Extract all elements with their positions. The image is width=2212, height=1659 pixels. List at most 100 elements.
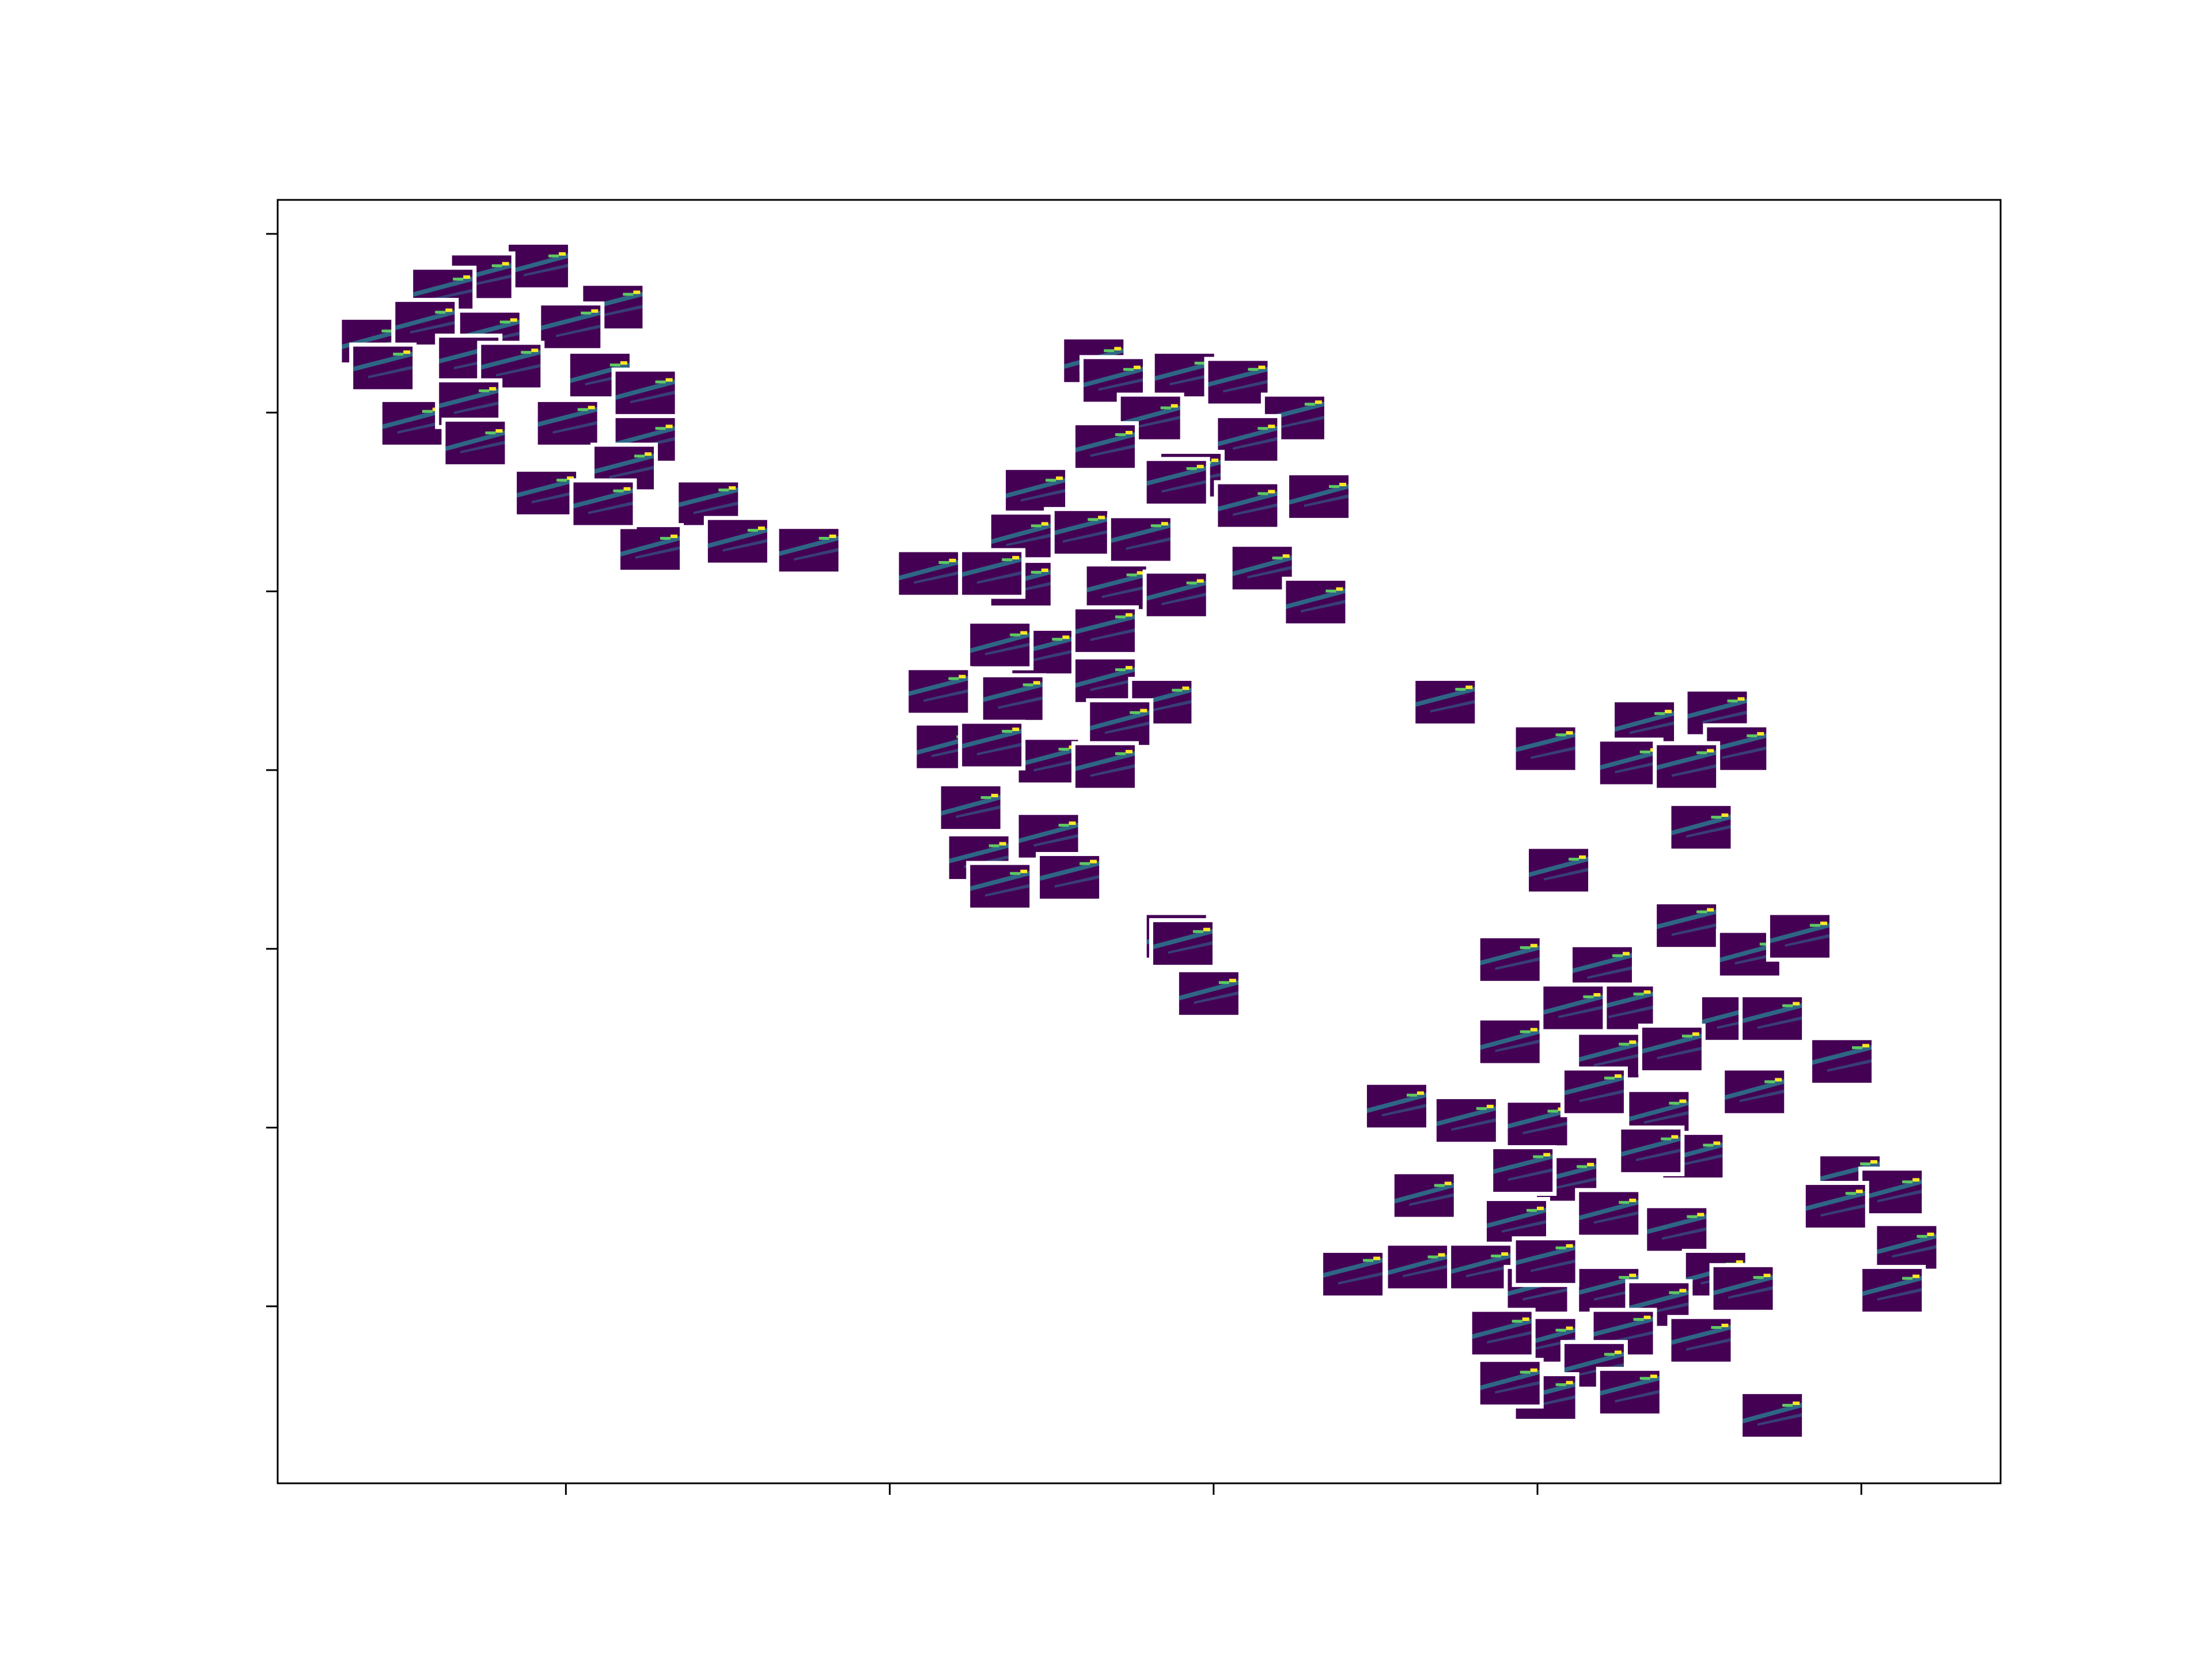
thumbnail-highlight — [1058, 748, 1069, 751]
thumbnail-stripe — [481, 350, 541, 370]
thumbnail-stripe — [1687, 698, 1747, 719]
thumbnail-highlight — [1579, 855, 1586, 859]
thumbnail-stripe — [1090, 628, 1135, 641]
thumbnail-stripe — [1593, 991, 1653, 1012]
thumbnail-highlight — [1150, 524, 1161, 528]
thumbnail-stripe — [1301, 600, 1346, 613]
thumbnail-highlight — [1069, 821, 1076, 825]
thumbnail-highlight — [567, 476, 574, 480]
thumbnail-stripe — [1018, 747, 1078, 767]
thumbnail — [1432, 1095, 1500, 1146]
thumbnail-stripe — [1111, 523, 1171, 543]
thumbnail-highlight — [1793, 1402, 1800, 1406]
thumbnail-stripe — [1090, 444, 1135, 457]
thumbnail — [703, 516, 771, 567]
thumbnail-highlight — [1927, 1232, 1934, 1236]
thumbnail-highlight — [1593, 993, 1601, 997]
thumbnail-stripe — [1579, 1199, 1639, 1221]
thumbnail-stripe — [1027, 650, 1072, 663]
thumbnail-stripe — [1608, 1005, 1653, 1018]
thumbnail-highlight — [1643, 990, 1651, 994]
thumbnail-stripe — [1040, 861, 1100, 881]
thumbnail-stripe — [1805, 1191, 1865, 1211]
thumbnail-highlight — [403, 350, 411, 354]
thumbnail-highlight — [623, 293, 634, 296]
thumbnail — [1617, 1125, 1685, 1176]
thumbnail-highlight — [1643, 1315, 1651, 1319]
thumbnail-stripe — [1743, 1003, 1802, 1024]
thumbnail-highlight — [1522, 1317, 1529, 1321]
thumbnail-stripe — [983, 682, 1043, 702]
thumbnail-stripe — [382, 408, 442, 429]
thumbnail-stripe — [1086, 572, 1146, 593]
thumbnail-stripe — [1075, 751, 1135, 771]
thumbnail-highlight — [1727, 699, 1738, 703]
thumbnail-highlight — [1860, 1162, 1871, 1165]
thumbnail — [1858, 1166, 1926, 1218]
thumbnail-highlight — [1530, 944, 1537, 948]
thumbnail — [1512, 723, 1580, 774]
thumbnail-highlight — [829, 535, 836, 539]
thumbnail — [569, 478, 637, 529]
thumbnail-highlight — [959, 675, 966, 679]
thumbnail-stripe — [1381, 1104, 1426, 1117]
ticks — [266, 233, 1862, 1495]
thumbnail-stripe — [1529, 857, 1589, 877]
thumbnail-highlight — [1696, 910, 1707, 914]
thumbnail-stripe — [1702, 710, 1747, 724]
thumbnail-highlight — [491, 264, 502, 267]
thumbnail-highlight — [1793, 1002, 1800, 1006]
thumbnail-stripe — [1531, 1259, 1575, 1272]
thumbnail-stripe — [1105, 721, 1150, 734]
thumbnail-highlight — [634, 454, 645, 458]
thumbnail — [1525, 844, 1593, 896]
thumbnail — [1512, 1236, 1580, 1287]
thumbnail — [1503, 1099, 1571, 1150]
thumbnail-highlight — [1257, 492, 1268, 495]
thumbnail-highlight — [1661, 1137, 1672, 1141]
thumbnail-highlight — [1192, 930, 1203, 933]
thumbnail-highlight — [1115, 668, 1126, 672]
thumbnail-stripe — [1572, 953, 1632, 974]
thumbnail — [533, 397, 601, 449]
thumbnail-stripe — [970, 870, 1030, 891]
thumbnail-stripe — [1662, 1227, 1707, 1240]
thumbnail — [979, 673, 1047, 724]
thumbnail-highlight — [988, 844, 999, 847]
thumbnail — [1476, 1358, 1544, 1409]
thumbnail-highlight — [1434, 1184, 1445, 1187]
thumbnail-highlight — [1665, 710, 1672, 714]
thumbnail-stripe — [1719, 941, 1779, 963]
thumbnail-stripe — [1558, 1005, 1603, 1018]
thumbnail-stripe — [956, 805, 1001, 819]
thumbnail-stripe — [1232, 555, 1292, 577]
thumbnail-stripe — [1161, 592, 1206, 605]
thumbnail-stripe — [707, 528, 767, 548]
thumbnail-highlight — [1486, 1104, 1494, 1108]
thumbnail — [1489, 1145, 1557, 1196]
thumbnail-stripe — [1686, 1338, 1731, 1351]
thumbnail-stripe — [531, 490, 577, 503]
thumbnail-stripe — [923, 689, 968, 702]
thumbnail-stripe — [779, 536, 839, 556]
thumbnail-highlight — [1056, 476, 1063, 480]
thumbnail-highlight — [1062, 635, 1070, 639]
thumbnail — [1082, 562, 1150, 613]
thumbnail-highlight — [747, 529, 758, 532]
thumbnail-stripe — [899, 559, 959, 581]
thumbnail-highlight — [435, 310, 446, 314]
thumbnail-highlight — [1406, 1093, 1417, 1097]
thumbnail-stripe — [1304, 494, 1349, 507]
thumbnail-highlight — [1114, 347, 1122, 351]
thumbnail-stripe — [1522, 1287, 1567, 1301]
thumbnail-highlight — [1721, 813, 1729, 817]
thumbnail-stripe — [1006, 533, 1051, 547]
thumbnail-highlight — [1916, 1234, 1927, 1238]
thumbnail-highlight — [1134, 365, 1141, 369]
thumbnail-highlight — [1852, 1046, 1863, 1050]
thumbnail-highlight — [489, 387, 497, 391]
thumbnail-highlight — [1764, 1080, 1775, 1084]
thumbnail-highlight — [1088, 518, 1099, 521]
thumbnail-stripe — [1743, 1403, 1802, 1424]
